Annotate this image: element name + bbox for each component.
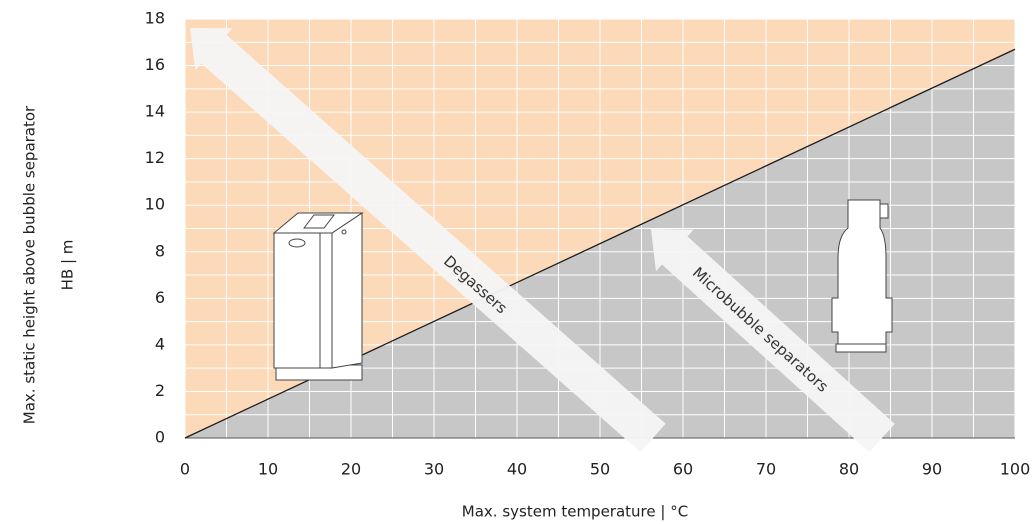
x-tick-label: 10 (258, 460, 278, 479)
separator-icon (831, 199, 893, 353)
icon-part (288, 238, 306, 248)
x-tick-label: 90 (922, 460, 942, 479)
plot-area (184, 18, 1016, 453)
icon-part (273, 232, 321, 369)
degasser-icon (272, 212, 364, 381)
x-tick-label: 30 (424, 460, 444, 479)
x-tick-label: 20 (341, 460, 361, 479)
y-tick-label: 8 (155, 241, 165, 260)
y-axis-label: Max. static height above bubble separato… (21, 105, 39, 424)
degassers-arrow (190, 27, 666, 453)
icon-part (331, 212, 363, 369)
y-tick-label: 14 (145, 102, 165, 121)
y-axis-unit: HB | m (59, 240, 77, 291)
y-tick-label: 10 (145, 195, 165, 214)
x-tick-label: 60 (673, 460, 693, 479)
y-tick-label: 4 (155, 334, 165, 353)
x-tick-label: 0 (180, 460, 190, 479)
x-tick-label: 80 (839, 460, 859, 479)
icon-part (302, 214, 336, 229)
x-tick-label: 40 (507, 460, 527, 479)
y-tick-label: 12 (145, 148, 165, 167)
icon-part (879, 203, 889, 219)
icon-part (341, 229, 347, 235)
y-tick-label: 6 (155, 288, 165, 307)
y-tick-label: 0 (155, 428, 165, 447)
microbubble-arrow (650, 229, 895, 453)
y-tick-label: 2 (155, 381, 165, 400)
x-tick-label: 100 (1000, 460, 1031, 479)
x-axis-label: Max. system temperature | °C (462, 503, 688, 521)
y-tick-label: 16 (145, 55, 165, 74)
y-tick-label: 18 (145, 9, 165, 28)
icon-part (319, 232, 333, 369)
x-tick-label: 70 (756, 460, 776, 479)
x-tick-label: 50 (590, 460, 610, 479)
icon-part (835, 343, 887, 353)
